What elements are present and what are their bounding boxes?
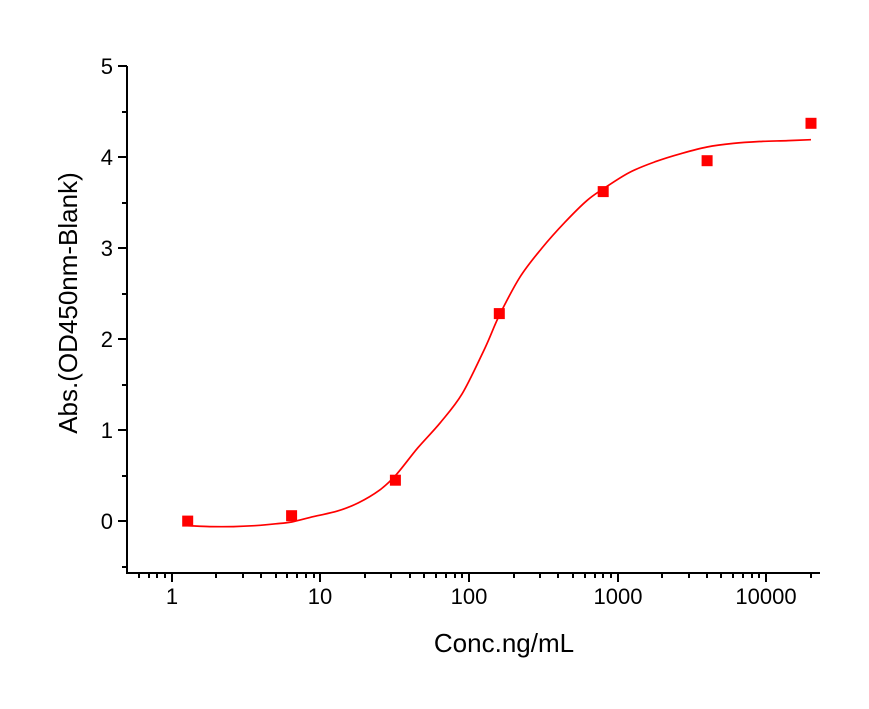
- data-point-marker: [182, 515, 194, 527]
- x-tick-label: 100: [451, 584, 488, 609]
- x-tick-label: 10: [308, 584, 332, 609]
- x-axis-title: Conc.ng/mL: [433, 628, 575, 658]
- y-tick-label: 3: [101, 236, 113, 261]
- fit-curve: [187, 138, 812, 528]
- y-tick-label: 0: [101, 509, 113, 534]
- y-tick-label: 5: [101, 54, 113, 79]
- y-tick-label: 1: [101, 418, 113, 443]
- x-tick-label: 10000: [735, 584, 796, 609]
- data-point-marker: [286, 510, 298, 522]
- y-tick-label: 4: [101, 145, 113, 170]
- data-point-marker: [493, 308, 505, 320]
- data-point-marker: [701, 155, 713, 167]
- x-tick-label: 1: [166, 584, 178, 609]
- data-point-marker: [597, 186, 609, 198]
- y-tick-label: 2: [101, 327, 113, 352]
- y-axis-title: Abs.(OD450nm-Blank): [53, 172, 83, 434]
- data-point-marker: [805, 117, 817, 129]
- data-point-marker: [389, 474, 401, 486]
- x-tick-label: 1000: [594, 584, 643, 609]
